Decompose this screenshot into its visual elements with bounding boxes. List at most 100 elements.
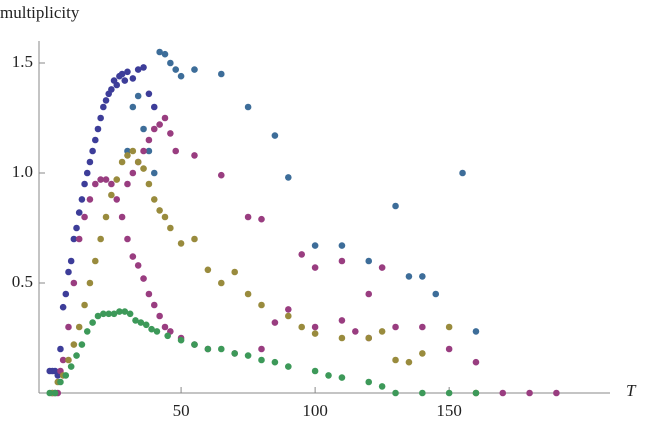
point: [57, 378, 64, 386]
point: [70, 235, 78, 243]
point: [432, 290, 440, 298]
point: [100, 310, 107, 318]
point: [108, 86, 115, 93]
point: [118, 213, 126, 221]
point: [167, 59, 174, 67]
point: [140, 64, 147, 71]
point: [156, 48, 163, 56]
point: [244, 103, 252, 111]
point: [553, 389, 560, 397]
point: [86, 279, 94, 287]
point: [140, 275, 147, 282]
point: [148, 325, 155, 333]
point: [116, 308, 123, 315]
point: [91, 180, 99, 188]
point: [365, 334, 373, 342]
point: [161, 114, 169, 122]
point: [118, 158, 126, 166]
point: [67, 257, 75, 265]
point: [204, 266, 212, 274]
point: [102, 213, 110, 221]
point: [499, 389, 507, 397]
point: [75, 235, 83, 243]
point: [102, 176, 110, 183]
point: [445, 323, 453, 331]
point: [231, 268, 238, 276]
point: [140, 125, 147, 133]
point: [81, 301, 88, 309]
point: [285, 306, 292, 313]
point: [311, 330, 319, 337]
point: [150, 169, 158, 177]
point: [338, 374, 346, 381]
point: [378, 328, 386, 335]
point: [142, 321, 150, 329]
point: [231, 350, 238, 357]
point: [204, 345, 212, 353]
point: [378, 264, 386, 271]
y-axis-label: multiplicity: [0, 3, 80, 22]
point: [134, 66, 142, 73]
point: [365, 378, 373, 386]
point: [91, 257, 99, 265]
point: [472, 389, 480, 397]
point: [167, 130, 174, 137]
point: [156, 312, 163, 320]
point: [177, 336, 185, 344]
point: [129, 75, 137, 82]
point: [59, 356, 67, 364]
point: [108, 191, 115, 199]
point: [65, 323, 72, 331]
point: [89, 147, 96, 155]
point: [124, 68, 131, 76]
point: [153, 328, 161, 335]
point: [121, 77, 129, 84]
point: [145, 136, 153, 144]
point: [459, 169, 466, 177]
point: [191, 235, 198, 243]
x-axis-label: T: [626, 381, 637, 400]
point: [65, 356, 72, 364]
point: [140, 147, 147, 155]
point: [140, 165, 147, 172]
point: [73, 224, 80, 232]
point: [59, 303, 67, 311]
point: [271, 358, 279, 366]
point: [285, 312, 292, 320]
point: [365, 257, 373, 265]
point: [67, 363, 75, 370]
point: [81, 213, 88, 221]
point: [145, 290, 153, 298]
point: [51, 389, 59, 397]
point: [325, 372, 332, 379]
point: [145, 90, 153, 98]
point: [338, 334, 346, 342]
point: [94, 312, 102, 320]
point: [244, 290, 252, 298]
point: [191, 341, 198, 348]
point: [145, 147, 153, 155]
point: [83, 328, 91, 335]
point: [285, 363, 292, 370]
point: [172, 66, 180, 73]
point: [113, 81, 121, 89]
point: [298, 323, 306, 331]
point: [445, 345, 453, 353]
point: [150, 196, 158, 203]
point: [298, 251, 306, 258]
point: [271, 132, 279, 139]
point: [405, 273, 413, 280]
point: [311, 264, 319, 271]
point: [311, 323, 319, 331]
point: [311, 242, 319, 249]
point: [338, 242, 346, 249]
point: [472, 328, 480, 335]
point: [177, 72, 185, 80]
point: [118, 70, 126, 78]
point: [244, 352, 252, 359]
point: [70, 279, 78, 287]
point: [134, 92, 142, 100]
point: [105, 310, 112, 318]
y-tick-label: 1.0: [12, 162, 33, 181]
